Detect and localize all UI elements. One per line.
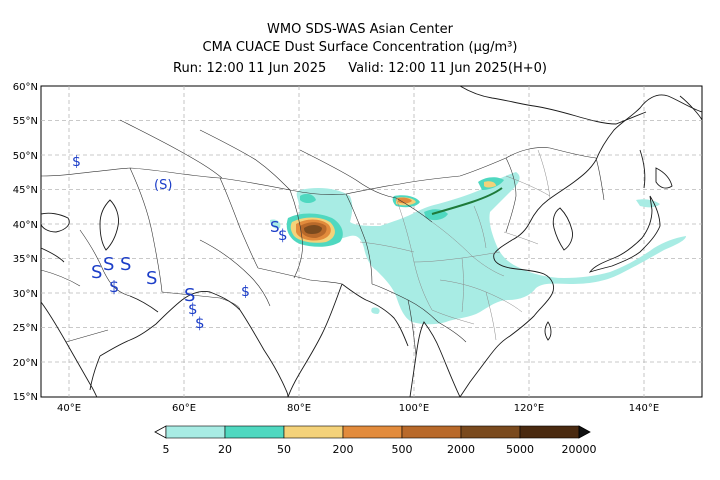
province-borders (359, 149, 551, 341)
colorbar-bin (165, 425, 226, 439)
dust-field-low (270, 172, 686, 325)
title-times: Run: 12:00 11 Jun 2025 Valid: 12:00 11 Ju… (0, 61, 720, 77)
colorbar-right-arrow (578, 425, 591, 439)
dust-storm-symbol: S (270, 218, 280, 236)
blowing-dust-symbol: $ (109, 277, 119, 296)
dust-storm-symbol: S (184, 285, 195, 306)
colorbar-bin (224, 425, 285, 439)
lat-label: 40°N (13, 220, 38, 231)
title-center: WMO SDS-WAS Asian Center (267, 22, 453, 37)
latitude-labels: 15°N 20°N 25°N 30°N 35°N 40°N 45°N 50°N … (13, 82, 38, 403)
longitude-labels: 40°E 60°E 80°E 100°E 120°E 140°E (57, 403, 659, 414)
lon-label: 100°E (399, 403, 429, 414)
colorbar-label: 500 (392, 443, 413, 456)
colorbar-label: 20000 (562, 443, 597, 456)
lon-label: 80°E (287, 403, 311, 414)
country-borders (41, 119, 605, 357)
lat-label: 45°N (13, 185, 38, 196)
blowing-dust-symbol: $ (241, 284, 250, 300)
dust-storm-symbol: S (146, 268, 157, 289)
title-product: CMA CUACE Dust Surface Concentration (μg… (202, 40, 518, 55)
colorbar-bin (401, 425, 462, 439)
raised-dust-symbol: (S) (154, 178, 172, 193)
lat-label: 50°N (13, 151, 38, 162)
dust-field-2000 (304, 225, 322, 234)
colorbar-label: 2000 (447, 443, 475, 456)
lon-label: 120°E (514, 403, 544, 414)
dust-storm-symbol: S (120, 254, 131, 275)
lon-label: 40°E (57, 403, 81, 414)
colorbar-left-arrow (154, 425, 167, 439)
lat-label: 35°N (13, 254, 38, 265)
colorbar-bin (342, 425, 403, 439)
dust-storm-symbol: S (103, 254, 114, 275)
valid-time: Valid: 12:00 11 Jun 2025(H+0) (348, 61, 547, 76)
colorbar-bin (519, 425, 580, 439)
lat-label: 30°N (13, 289, 38, 300)
colorbar-label: 200 (333, 443, 354, 456)
colorbar (154, 425, 591, 439)
lat-label: 15°N (13, 392, 38, 403)
colorbar-bin (283, 425, 344, 439)
lon-label: 60°E (172, 403, 196, 414)
coastlines-borders (41, 86, 702, 397)
lat-label: 25°N (13, 323, 38, 334)
lat-label: 20°N (13, 358, 38, 369)
blowing-dust-symbol: $ (188, 300, 198, 318)
colorbar-label: 20 (218, 443, 232, 456)
dust-front-line (431, 187, 503, 215)
colorbar-bin (460, 425, 521, 439)
lon-label: 140°E (629, 403, 659, 414)
colorbar-label: 5 (163, 443, 170, 456)
blowing-dust-symbol: $ (72, 154, 81, 170)
dust-storm-symbol: S (91, 262, 102, 283)
colorbar-labels: 5 20 50 200 500 2000 5000 20000 (163, 443, 597, 456)
dust-symbols: $ (S) S $ S S S S $ S $ $ $ (72, 154, 288, 332)
lat-label: 55°N (13, 116, 38, 127)
lat-label: 60°N (13, 82, 38, 93)
colorbar-label: 50 (277, 443, 291, 456)
colorbar-label: 5000 (506, 443, 534, 456)
dust-storm-symbol: $ (278, 226, 288, 244)
run-time: Run: 12:00 11 Jun 2025 (173, 61, 327, 76)
blowing-dust-symbol: $ (195, 314, 205, 332)
